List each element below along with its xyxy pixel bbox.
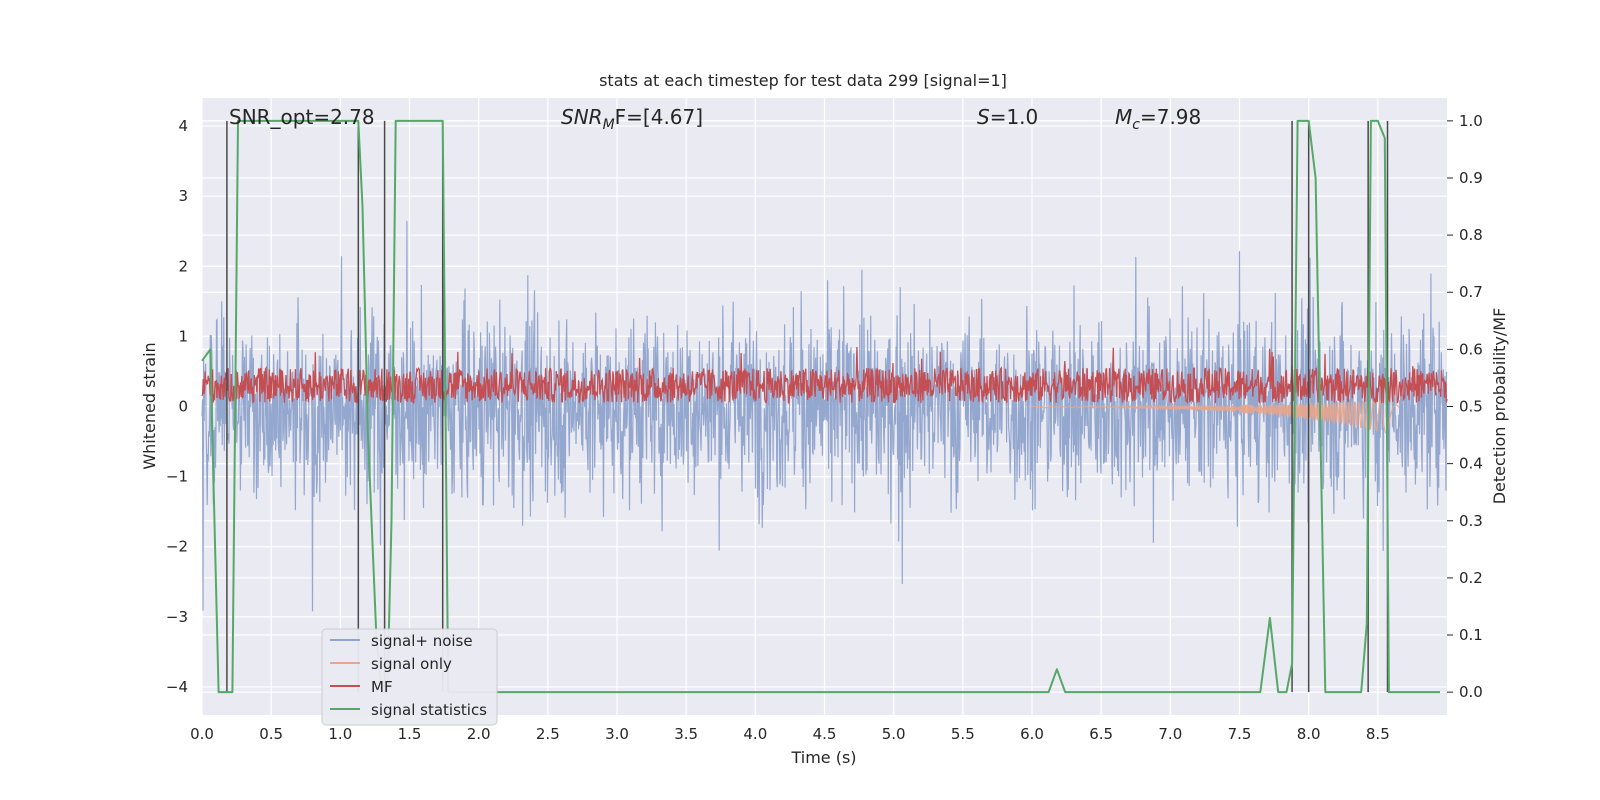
x-tick-label: 3.5 (674, 725, 698, 743)
annotation-s-prefix: S (977, 105, 990, 129)
x-axis: 0.0 0.5 1.0 1.5 2.0 2.5 3.0 3.5 4.0 4.5 5.0 5.5 6.0 6… (190, 725, 1390, 743)
y-tick-label: −4 (166, 678, 188, 696)
x-tick-label: 4.0 (743, 725, 767, 743)
x-tick-label: 2.5 (536, 725, 560, 743)
y-right-tick-label: 0.9 (1459, 169, 1483, 187)
y-tick-label: 0 (178, 398, 188, 416)
y-right-tick-label: 0.8 (1459, 226, 1483, 244)
x-tick-label: 7.0 (1158, 725, 1182, 743)
x-tick-label: 2.0 (467, 725, 491, 743)
x-tick-label: 6.0 (1020, 725, 1044, 743)
y-tick-label: 2 (178, 257, 188, 275)
annotation-mc-sub: c (1132, 117, 1140, 133)
legend-label-signal-statistics: signal statistics (371, 701, 487, 719)
y-right-tick-label: 0.2 (1459, 569, 1483, 587)
series-signal-only (1032, 399, 1400, 434)
series-layer (201, 119, 1448, 694)
legend-label-signal-noise: signal+ noise (371, 632, 473, 650)
y-axis-right-label: Detection probability/MF (1490, 308, 1509, 505)
annotation-snr-mf-suffix: F=[4.67] (615, 105, 703, 129)
annotation-snr-opt: SNR_opt=2.78 (229, 105, 375, 129)
annotation-snr-mf: SNRMF=[4.67] (561, 105, 703, 133)
x-tick-label: 4.5 (813, 725, 837, 743)
y-axis-right: 1.0 0.9 0.8 0.7 0.6 0.5 0.4 0.3 0.2 0.1 0.0 (1447, 112, 1483, 701)
y-axis-left: 4 3 2 1 0 −1 −2 −3 −4 (166, 117, 188, 696)
y-right-tick-label: 0.6 (1459, 340, 1483, 358)
legend: signal+ noise signal only MF signal stat… (321, 628, 498, 726)
y-axis-label: Whitened strain (140, 342, 159, 469)
x-tick-label: 1.5 (398, 725, 422, 743)
legend-box (321, 628, 498, 726)
y-right-tick-label: 0.4 (1459, 455, 1483, 473)
y-right-tick-label: 0.3 (1459, 512, 1483, 530)
x-tick-label: 1.0 (328, 725, 352, 743)
annotation-mc-suffix: =7.98 (1140, 105, 1201, 129)
x-tick-label: 6.5 (1089, 725, 1113, 743)
annotation-snr-mf-prefix: SNR (561, 105, 603, 129)
y-tick-label: −1 (166, 468, 188, 486)
y-right-tick-label: 0.7 (1459, 283, 1483, 301)
x-tick-label: 5.0 (882, 725, 906, 743)
annotation-mc: Mc=7.98 (1115, 105, 1201, 133)
annotation-s-suffix: =1.0 (990, 105, 1039, 129)
series-mf (201, 346, 1448, 405)
x-tick-label: 5.5 (951, 725, 975, 743)
chart-title: stats at each timestep for test data 299… (599, 71, 1007, 90)
series-signal-statistics (201, 119, 1441, 694)
x-tick-label: 8.5 (1366, 725, 1390, 743)
annotation-snr-mf-sub: M (603, 117, 615, 133)
y-tick-label: 3 (178, 187, 188, 205)
x-tick-label: 8.0 (1297, 725, 1321, 743)
y-right-tick-label: 1.0 (1459, 112, 1483, 130)
y-tick-label: 1 (178, 327, 188, 345)
x-axis-label: Time (s) (790, 748, 856, 767)
legend-label-mf: MF (371, 678, 393, 696)
legend-label-signal-only: signal only (371, 655, 452, 673)
x-tick-label: 0.5 (259, 725, 283, 743)
x-tick-label: 7.5 (1228, 725, 1252, 743)
y-tick-label: 4 (178, 117, 188, 135)
y-tick-label: −2 (166, 538, 188, 556)
x-tick-label: 3.0 (605, 725, 629, 743)
y-right-tick-label: 0.5 (1459, 398, 1483, 416)
x-tick-label: 0.0 (190, 725, 214, 743)
y-tick-label: −3 (166, 608, 188, 626)
annotation-mc-prefix: M (1115, 105, 1132, 129)
y-right-tick-label: 0.0 (1459, 683, 1483, 701)
annotation-s: S=1.0 (977, 105, 1038, 129)
y-right-tick-label: 0.1 (1459, 626, 1483, 644)
